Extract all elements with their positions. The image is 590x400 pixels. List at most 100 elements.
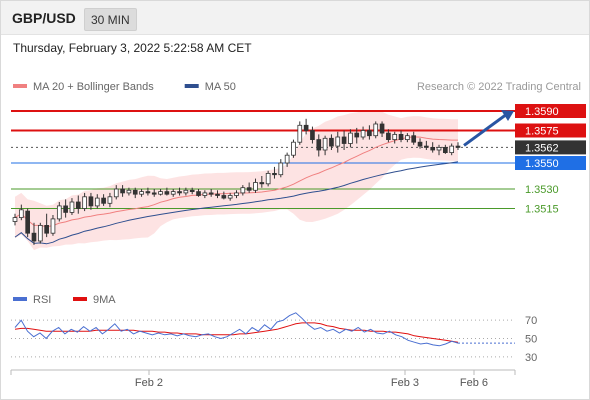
legend-swatch (184, 84, 199, 88)
candle-down (367, 130, 372, 137)
candle-up (139, 191, 144, 195)
candle-down (208, 192, 214, 195)
level-label-last: 1.3562 (525, 142, 559, 154)
candle-down (75, 201, 81, 209)
rsi-tick-label: 70 (525, 315, 537, 327)
candle-down (398, 133, 404, 140)
candle-up (240, 187, 246, 194)
candle-down (386, 132, 391, 141)
level-label-support: 1.3530 (525, 184, 559, 196)
candle-down (151, 192, 157, 195)
candle-down (164, 191, 170, 195)
candle-up (322, 137, 328, 151)
candle-up (278, 162, 284, 176)
candle-up (436, 146, 442, 151)
candle-down (272, 172, 277, 176)
candle-up (18, 209, 24, 219)
bollinger-band (15, 110, 458, 251)
candle-up (12, 217, 18, 222)
candle-down (424, 145, 429, 148)
candle-down (430, 146, 436, 151)
level-tag-pivot (515, 156, 586, 170)
rsi-legend-label: RSI (33, 294, 51, 306)
level-label-resistance: 1.3590 (525, 106, 559, 118)
projection-arrow-shaft (463, 112, 508, 147)
candle-down (246, 187, 252, 191)
candle-down (411, 135, 417, 143)
candle-up (56, 205, 62, 220)
legend-label: MA 20 + Bollinger Bands (33, 81, 154, 93)
candle-down (177, 191, 182, 194)
chart-datetime: Thursday, February 3, 2022 5:22:58 AM CE… (13, 41, 252, 55)
level-label-pivot: 1.3550 (525, 158, 559, 170)
candle-down (189, 189, 195, 193)
candle-down (354, 132, 360, 138)
candle-up (405, 135, 410, 140)
candle-down (215, 193, 220, 196)
legend-label: MA 50 (205, 81, 236, 93)
x-tick-label: Feb 3 (391, 377, 419, 389)
candle-up (335, 136, 341, 147)
candle-up (265, 172, 271, 185)
candle-up (291, 141, 296, 156)
top-bar: GBP/USD 30 MIN (1, 1, 589, 35)
candle-up (227, 195, 233, 199)
candle-down (25, 210, 30, 234)
level-tag-last (515, 140, 586, 155)
instrument-symbol: GBP/USD (12, 10, 76, 26)
candle-up (392, 133, 398, 140)
candle-up (373, 123, 379, 137)
rsi-tick-label: 50 (525, 334, 537, 346)
rsi-legend-swatch (13, 297, 27, 301)
candle-up (158, 191, 163, 195)
candle-down (259, 182, 265, 185)
candle-down (310, 130, 315, 140)
candle-down (221, 195, 227, 199)
candle-up (37, 224, 43, 242)
projection-arrow-head (501, 110, 514, 121)
candle-up (449, 145, 455, 154)
candle-down (443, 146, 448, 153)
rsi-ma-line (14, 322, 459, 343)
rsi-line (14, 312, 459, 347)
candle-up (202, 192, 208, 196)
candle-up (107, 196, 113, 204)
candle-up (253, 182, 258, 191)
candle-down (417, 141, 423, 147)
candle-up (113, 188, 119, 198)
candle-down (455, 145, 461, 148)
candle-down (101, 197, 106, 204)
rsi-legend-swatch (73, 297, 87, 301)
x-tick-label: Feb 2 (135, 377, 163, 389)
candle-down (120, 188, 125, 194)
candle-up (94, 197, 100, 207)
candle-down (303, 124, 309, 131)
credit-text: Research © 2022 Trading Central (417, 81, 581, 93)
candle-down (329, 137, 334, 147)
level-tag-resistance (515, 104, 586, 118)
candle-down (132, 189, 138, 195)
candle-up (348, 132, 353, 144)
candle-up (183, 189, 189, 194)
rsi-legend-label: 9MA (93, 294, 116, 306)
candle-down (341, 136, 347, 144)
candle-up (69, 201, 75, 213)
candle-up (126, 189, 132, 194)
candle-up (297, 124, 303, 143)
candle-down (196, 191, 201, 196)
ma50-line (14, 161, 459, 245)
candle-up (234, 192, 239, 196)
candle-up (170, 191, 176, 195)
x-tick-label: Feb 6 (460, 377, 488, 389)
legend-swatch (13, 84, 27, 88)
level-tag-resistance (515, 123, 586, 138)
level-label-support: 1.3515 (525, 204, 559, 216)
candle-down (44, 224, 49, 234)
candle-up (82, 196, 87, 209)
candle-down (88, 196, 94, 207)
candle-down (63, 205, 68, 213)
candle-down (31, 232, 37, 242)
timeframe-button[interactable]: 30 MIN (84, 8, 137, 31)
candle-down (316, 139, 322, 151)
